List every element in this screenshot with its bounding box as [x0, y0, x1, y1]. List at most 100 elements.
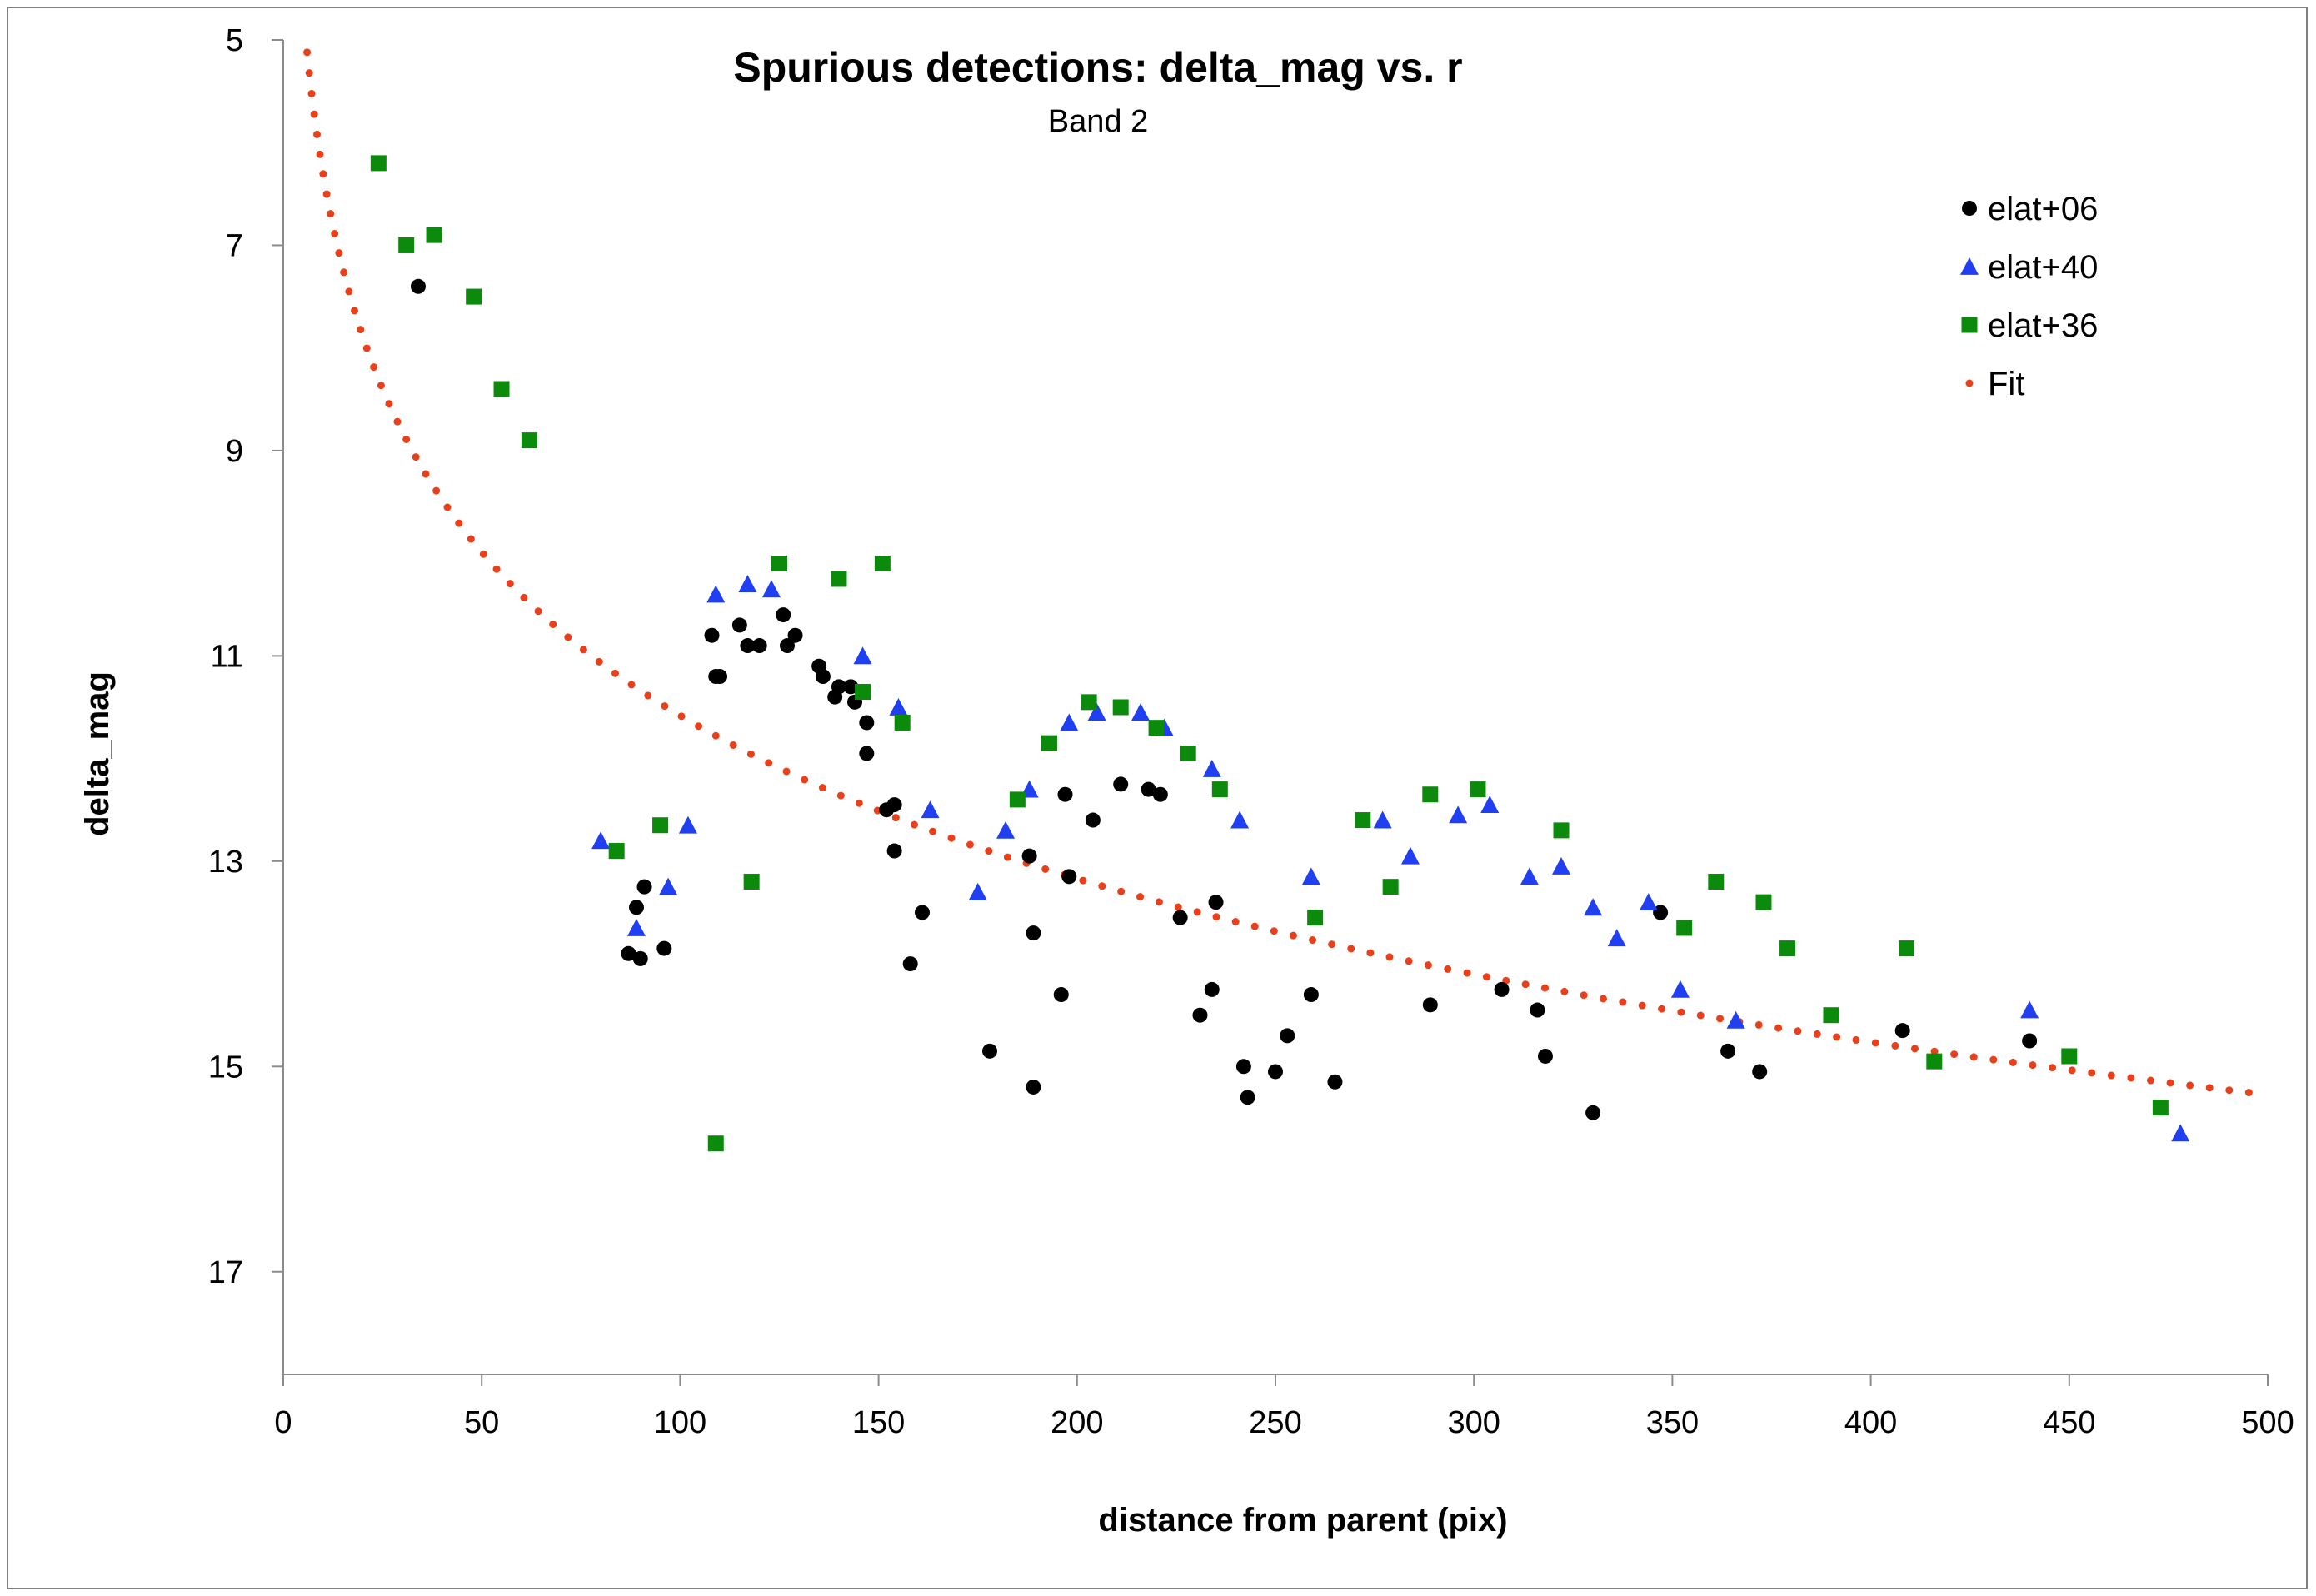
fit-dot: [2205, 1084, 2214, 1092]
elat-06-point: [843, 679, 859, 695]
fit-dot: [1424, 961, 1432, 970]
x-tick-label: 250: [1249, 1405, 1301, 1440]
elat-06-point: [787, 627, 803, 643]
elat-06-point: [704, 627, 720, 643]
fit-dot: [1098, 882, 1106, 890]
elat-06-point: [859, 746, 875, 761]
fit-dot: [1619, 998, 1627, 1006]
elat-06-point: [780, 638, 796, 654]
elat-06-point: [886, 843, 902, 859]
elat-40-point: [1520, 867, 1539, 885]
fit-dot: [1794, 1027, 1802, 1035]
elat-40-point: [889, 698, 908, 716]
fit-dot: [2127, 1074, 2135, 1082]
elat-36-point: [1180, 745, 1196, 761]
elat-06-point: [776, 607, 791, 623]
fit-dot: [443, 503, 452, 511]
elat-40-point: [678, 815, 697, 834]
fit-dot: [549, 621, 557, 629]
legend-marker: [1965, 379, 1974, 387]
legend-label: elat+36: [1988, 307, 2098, 344]
fit-dot: [1950, 1050, 1959, 1059]
fit-dot: [1289, 931, 1297, 940]
x-tick-label: 350: [1646, 1405, 1699, 1440]
y-tick-label: 5: [226, 23, 243, 58]
fit-dot: [765, 759, 773, 767]
fit-dot: [1852, 1035, 1860, 1044]
elat-06-point: [1192, 1007, 1208, 1023]
fit-dot: [1774, 1024, 1783, 1032]
elat-40-point: [2171, 1124, 2190, 1142]
fit-dot: [2068, 1066, 2076, 1075]
elat-06-point: [1537, 1048, 1553, 1064]
elat-36-point: [1422, 786, 1439, 803]
elat-06-point: [410, 278, 426, 294]
x-tick-label: 450: [2043, 1405, 2095, 1440]
legend-marker: [1961, 317, 1978, 333]
fit-dot: [351, 307, 359, 315]
elat-06-point: [831, 679, 846, 695]
fit-dot: [1989, 1055, 1998, 1064]
elat-06-point: [915, 905, 931, 920]
fit-dot: [422, 470, 430, 478]
fit-dot: [1136, 893, 1145, 901]
elat-40-point: [996, 820, 1016, 839]
elat-06-point: [1720, 1043, 1736, 1059]
elat-06-point: [1530, 1002, 1545, 1018]
fit-dot: [855, 799, 863, 807]
fit-dot: [1638, 1001, 1646, 1010]
fit-dot: [1891, 1041, 1899, 1050]
elat-06-point: [1752, 1064, 1768, 1080]
fit-dot: [1444, 965, 1452, 973]
fit-dot: [564, 633, 572, 641]
elat-36-point: [707, 1135, 724, 1152]
fit-dot: [432, 486, 441, 495]
elat-06-point: [1422, 997, 1438, 1013]
fit-dot: [1231, 918, 1240, 926]
legend-marker: [1960, 257, 1979, 275]
fit-dot: [1117, 887, 1126, 895]
elat-36-point: [743, 873, 760, 890]
x-tick-label: 400: [1844, 1405, 1897, 1440]
fit-dot: [1212, 913, 1220, 921]
elat-36-point: [894, 714, 911, 731]
fit-dot: [644, 691, 652, 700]
elat-36-point: [1823, 1007, 1839, 1024]
elat-06-point: [1894, 1023, 1910, 1039]
x-tick-label: 500: [2241, 1405, 2294, 1440]
fit-dot: [1482, 973, 1490, 981]
elat-40-point: [738, 575, 757, 593]
fit-dot: [506, 580, 514, 588]
x-tick-label: 200: [1051, 1405, 1103, 1440]
y-tick-label: 13: [208, 845, 243, 880]
fit-dot: [1155, 898, 1163, 906]
fit-dot: [1193, 908, 1201, 916]
elat-40-point: [1373, 810, 1392, 829]
elat-06-point: [1208, 895, 1224, 910]
fit-dot: [303, 48, 312, 57]
elat-40-point: [1087, 703, 1106, 721]
y-tick-label: 15: [208, 1050, 243, 1085]
elat-40-point: [921, 800, 940, 819]
elat-06-point: [1061, 869, 1077, 885]
fit-dot: [782, 767, 791, 776]
fit-dot: [2029, 1061, 2037, 1070]
elat-40-point: [968, 882, 987, 900]
fit-dot: [2088, 1069, 2096, 1077]
axes: 0 50 100 150 200 250 300 350 400 450 500 5 7 9 11 13 15 1…: [208, 23, 2294, 1440]
fit-dot: [1366, 949, 1375, 957]
fit-dot: [1658, 1005, 1666, 1013]
elat-36-point: [831, 571, 847, 587]
fit-dot: [1813, 1030, 1821, 1038]
elat-36-point: [652, 817, 669, 834]
elat-40-point: [1584, 898, 1603, 916]
legend: elat+06 elat+40 elat+36 Fit: [1960, 191, 2098, 402]
elat-40-point: [591, 831, 611, 850]
fit-dot: [307, 89, 316, 97]
y-tick-label: 9: [226, 434, 243, 469]
elat-06-point: [1585, 1105, 1601, 1120]
fit-dot: [1540, 984, 1549, 992]
x-tick-label: 100: [654, 1405, 706, 1440]
fit-dot: [1580, 991, 1588, 1000]
